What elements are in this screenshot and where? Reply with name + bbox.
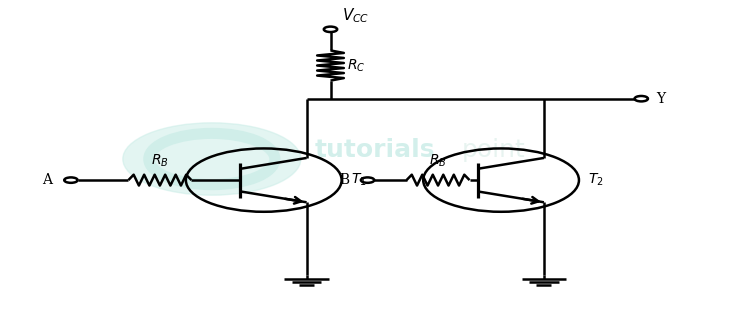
Text: $T_2$: $T_2$ [588, 172, 604, 188]
Text: $V_{CC}$: $V_{CC}$ [342, 6, 369, 25]
Text: B: B [339, 173, 349, 187]
Text: point: point [462, 138, 526, 162]
Circle shape [123, 123, 301, 195]
Text: A: A [42, 173, 52, 187]
Text: $R_B$: $R_B$ [429, 152, 447, 169]
Text: $R_B$: $R_B$ [151, 152, 169, 169]
Text: tutorials: tutorials [315, 138, 435, 162]
Text: Y: Y [656, 92, 665, 106]
Text: $R_C$: $R_C$ [346, 57, 365, 74]
Text: $T_1$: $T_1$ [350, 172, 366, 188]
